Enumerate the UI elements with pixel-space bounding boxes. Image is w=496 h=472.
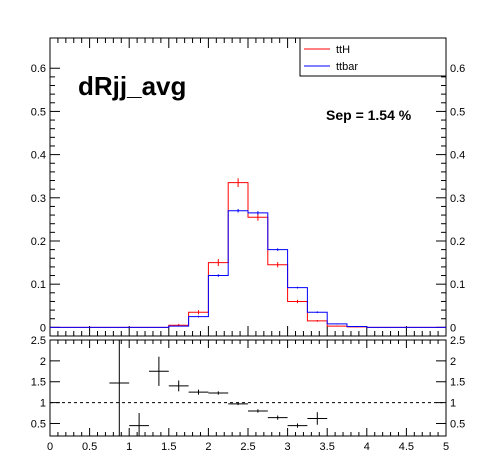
- ratio-ytick-label-right: 2: [450, 356, 456, 368]
- ratio-xtick-label: 2: [205, 441, 211, 453]
- ratio-xtick-label: 1: [126, 441, 132, 453]
- top-ytick-label-right: 0.3: [450, 193, 465, 205]
- ratio-y-axis: 0.5 0.5 1 1 1.5 1.5 2 2 2.5 2.5: [31, 335, 466, 430]
- ratio-panel: 0.5 0.51 11.5 1.52 22.5 2.5 0 0.5 1 1.5 2 2.5 3 3.5 4…: [31, 335, 466, 453]
- top-ytick-label-right: 0.1: [450, 279, 465, 291]
- legend-box: [299, 37, 447, 77]
- ratio-ytick-label-right: 1: [450, 398, 456, 410]
- ratio-ytick-label: 2: [40, 356, 46, 368]
- ratio-xtick-label: 3.5: [320, 441, 335, 453]
- ratio-x-axis: 0 0.5 1 1.5 2 2.5 3 3.5 4 4.5 5: [47, 340, 449, 453]
- top-ytick-label-right: 0.2: [450, 236, 465, 248]
- ratio-point: [149, 356, 169, 386]
- ratio-point: [168, 380, 189, 392]
- top-ytick-label: 0.4: [31, 150, 46, 162]
- top-ytick-label: 0: [40, 322, 46, 334]
- ratio-point: [248, 409, 268, 413]
- top-ytick-label: 0.1: [31, 279, 46, 291]
- ratio-xtick-label: 0: [47, 441, 53, 453]
- top-ytick-label: 0.3: [31, 193, 46, 205]
- top-panel: 0 0 0.1 0.1 0.2 0.2 0.3 0.3 0.4 0.4 0.5 0.5 0.6 0.6 d…: [31, 37, 466, 337]
- ratio-ytick-label-right: 0.5: [450, 418, 465, 430]
- top-series-layer: [50, 178, 446, 328]
- ratio-point: [208, 391, 229, 395]
- top-y-axis: 0 0 0.1 0.1 0.2 0.2 0.3 0.3 0.4 0.4 0.5 0.5 0.6 0.6: [31, 63, 466, 334]
- ratio-xtick-label: 4: [364, 441, 370, 453]
- ratio-xtick-label: 1.5: [161, 441, 176, 453]
- ratio-point: [188, 389, 209, 395]
- ratio-ytick-label: 2.5: [31, 335, 46, 347]
- top-ytick-label: 0.2: [31, 236, 46, 248]
- legend-label-ttbar: ttbar: [336, 61, 358, 73]
- ratio-ytick-label-right: 2.5: [450, 335, 465, 347]
- ratio-xtick-label: 3: [285, 441, 291, 453]
- ratio-point: [307, 412, 328, 425]
- ratio-ytick-label: 0.5: [31, 418, 46, 430]
- ratio-point: [109, 340, 130, 436]
- top-ytick-label-right: 0: [450, 322, 456, 334]
- ratio-xtick-label: 5: [443, 441, 449, 453]
- ratio-ytick-label: 1.5: [31, 377, 46, 389]
- ratio-point: [228, 402, 248, 406]
- ratio-points-layer: [109, 340, 328, 436]
- ratio-xtick-label: 4.5: [399, 441, 414, 453]
- legend: ttH ttbar: [299, 37, 447, 77]
- ratio-ytick-label-right: 1.5: [450, 377, 465, 389]
- top-ytick-label-right: 0.6: [450, 63, 465, 75]
- plot-title: dRjj_avg: [78, 71, 186, 101]
- top-ytick-label-right: 0.4: [450, 150, 465, 162]
- separation-annotation: Sep = 1.54 %: [326, 107, 412, 123]
- top-ytick-label: 0.6: [31, 63, 46, 75]
- ratio-point: [267, 415, 288, 420]
- ratio-ytick-label: 1: [40, 398, 46, 410]
- top-ytick-label-right: 0.5: [450, 106, 465, 118]
- legend-label-tth: ttH: [336, 44, 350, 56]
- ratio-xtick-label: 0.5: [82, 441, 97, 453]
- ratio-point: [287, 423, 308, 428]
- ratio-xtick-label: 2.5: [240, 441, 255, 453]
- top-ytick-label: 0.5: [31, 106, 46, 118]
- ratio-point: [129, 413, 149, 436]
